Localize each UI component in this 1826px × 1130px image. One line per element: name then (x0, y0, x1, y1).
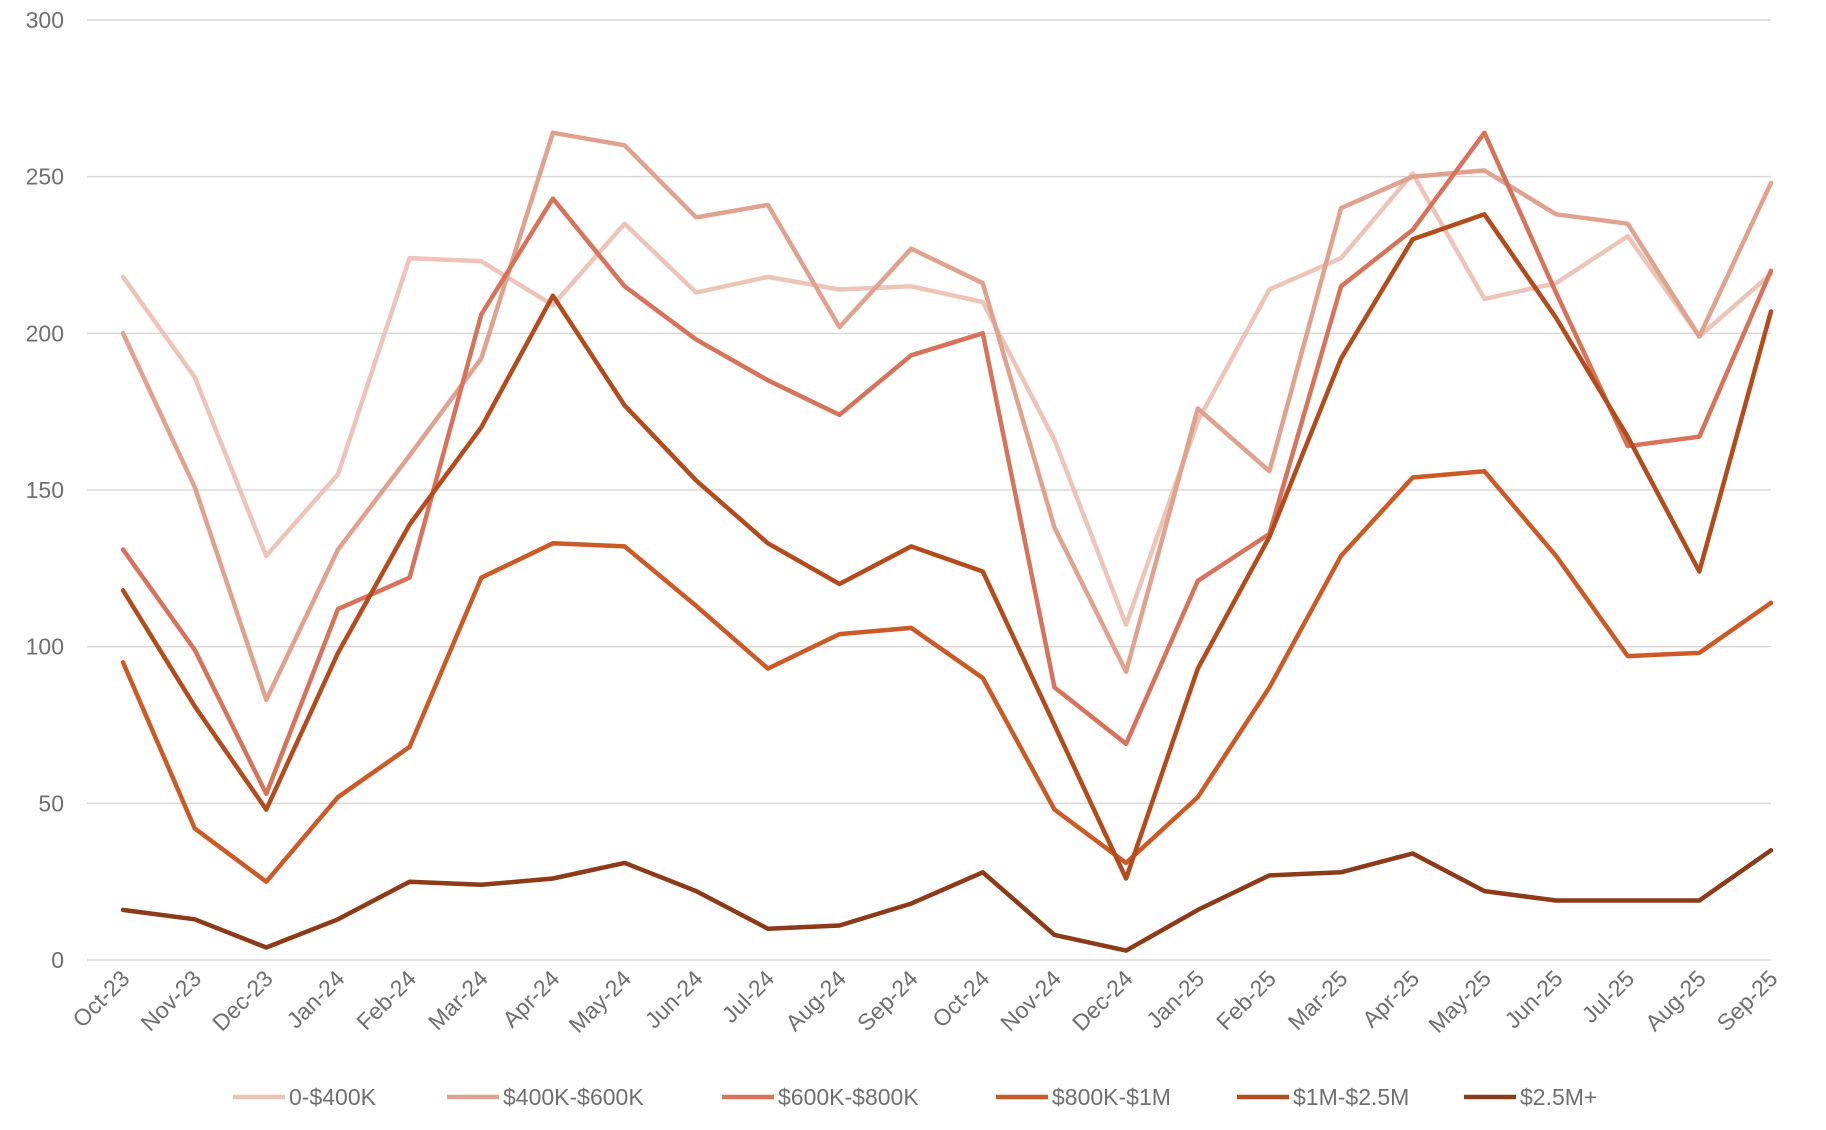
y-tick-label: 50 (38, 790, 64, 816)
y-tick-label: 300 (26, 7, 64, 33)
series-line-4 (120, 468, 1774, 884)
legend-label: $1M-$2.5M (1293, 1084, 1409, 1110)
x-tick-label: Dec-24 (1067, 965, 1138, 1036)
x-tick-label: Sep-25 (1712, 965, 1783, 1036)
x-tick-label: Oct-24 (927, 965, 994, 1032)
legend-item: $400K-$600K (447, 1084, 644, 1110)
x-tick-label: Feb-25 (1211, 965, 1281, 1035)
x-tick-label: Jan-24 (281, 965, 349, 1033)
legend-item: 0-$400K (233, 1084, 377, 1110)
x-tick-label: May-24 (563, 965, 636, 1038)
y-tick-label: 250 (26, 164, 64, 190)
legend-label: $2.5M+ (1520, 1084, 1597, 1110)
x-tick-label: Mar-25 (1283, 965, 1353, 1035)
series-lines (120, 130, 1774, 953)
x-tick-label: Jul-25 (1577, 965, 1640, 1028)
x-tick-label: Jul-24 (717, 965, 780, 1028)
x-tick-label: Jun-25 (1499, 965, 1567, 1033)
legend-item: $800K-$1M (996, 1084, 1171, 1110)
legend-label: 0-$400K (289, 1084, 377, 1110)
x-tick-label: Jan-25 (1141, 965, 1209, 1033)
x-tick-label: Nov-23 (135, 965, 206, 1036)
gridlines (87, 19, 1771, 961)
series-line-5 (120, 212, 1774, 881)
x-tick-label: Aug-25 (1640, 965, 1711, 1036)
legend-item: $600K-$800K (722, 1084, 919, 1110)
legend-label: $800K-$1M (1052, 1084, 1171, 1110)
series-line-6 (120, 848, 1774, 953)
x-tick-label: Aug-24 (780, 965, 851, 1036)
x-tick-label: Sep-24 (852, 965, 923, 1036)
x-tick-label: Jun-24 (640, 965, 708, 1033)
x-tick-label: May-25 (1423, 965, 1496, 1038)
legend-label: $600K-$800K (778, 1084, 919, 1110)
y-axis-ticks: 0 50 100 150 200 250 300 (26, 7, 64, 973)
legend-item: $2.5M+ (1464, 1084, 1597, 1110)
series-line-2 (120, 130, 1774, 703)
series-line-3 (120, 130, 1774, 797)
x-tick-label: Apr-24 (497, 965, 564, 1032)
series-line-1 (120, 171, 1774, 627)
legend: 0-$400K $400K-$600K $600K-$800K $800K-$1M $1… (233, 1084, 1597, 1110)
legend-item: $1M-$2.5M (1237, 1084, 1409, 1110)
x-tick-label: Nov-24 (995, 965, 1066, 1036)
legend-label: $400K-$600K (503, 1084, 644, 1110)
x-axis-ticks: Oct-23 Nov-23 Dec-23 Jan-24 Feb-24 Mar-24 Apr-… (67, 965, 1782, 1038)
y-tick-label: 0 (51, 947, 64, 973)
y-tick-label: 200 (26, 320, 64, 346)
x-tick-label: Mar-24 (423, 965, 493, 1035)
x-tick-label: Dec-23 (207, 965, 278, 1036)
x-tick-label: Feb-24 (351, 965, 421, 1035)
y-tick-label: 100 (26, 634, 64, 660)
x-tick-label: Oct-23 (67, 965, 134, 1032)
y-tick-label: 150 (26, 477, 64, 503)
x-tick-label: Apr-25 (1357, 965, 1424, 1032)
